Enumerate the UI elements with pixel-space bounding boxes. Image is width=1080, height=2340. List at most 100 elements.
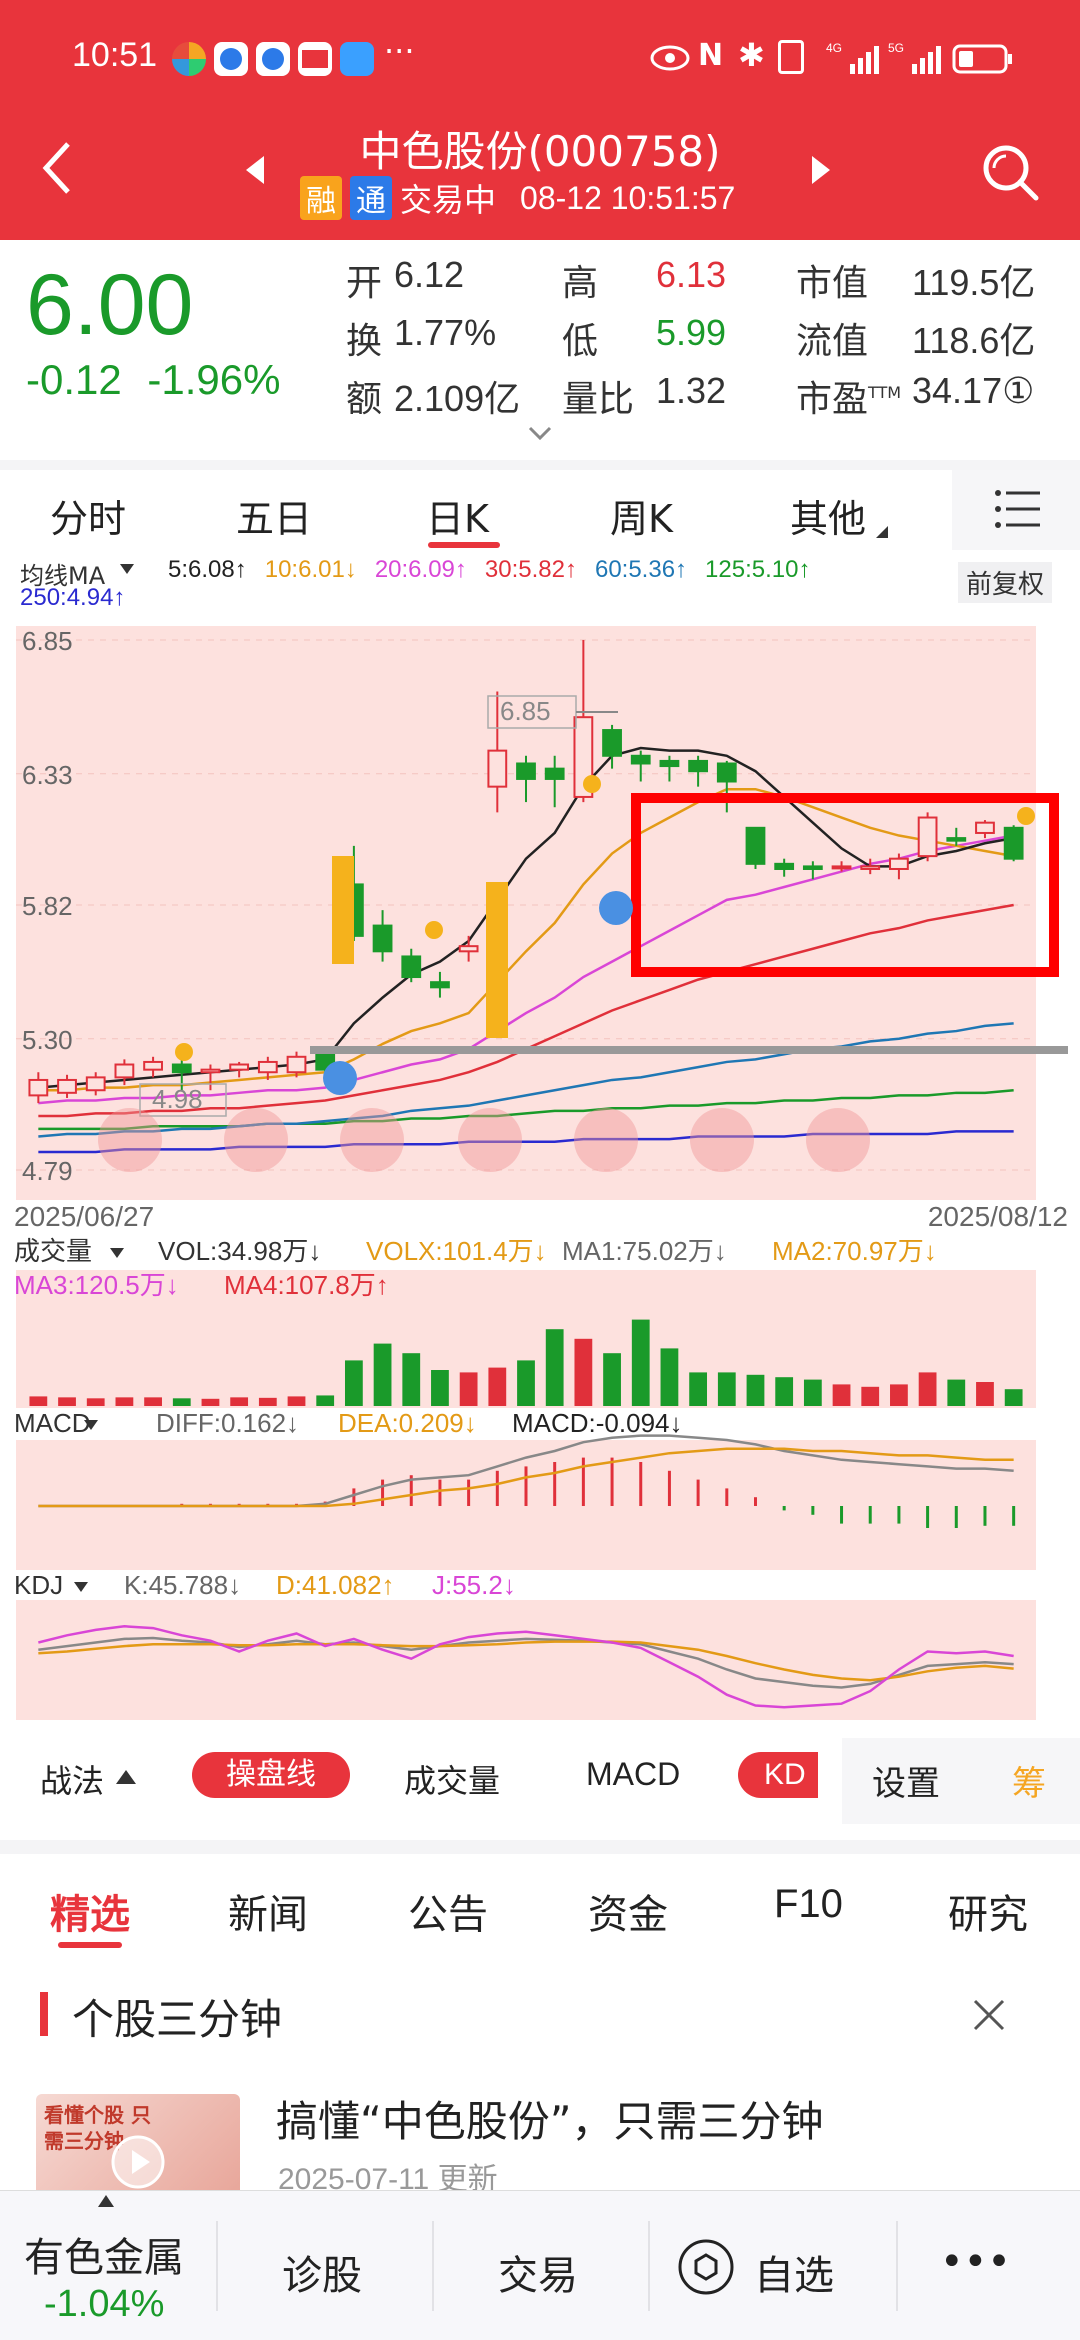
indicator-toolbar: 战法 操盘线 成交量 MACD KD 设置 筹 bbox=[0, 1738, 1080, 1824]
chart-nav-button bbox=[224, 1108, 288, 1172]
tab-news[interactable]: 新闻 bbox=[228, 1892, 308, 1938]
price-tick-label: 4.79 bbox=[22, 1156, 73, 1186]
signal-marker bbox=[599, 891, 633, 925]
tab-five-day[interactable]: 五日 bbox=[236, 497, 313, 541]
operate-line-button[interactable]: 操盘线 bbox=[192, 1752, 350, 1798]
sector-change: -1.04% bbox=[44, 2283, 165, 2325]
kline-svg[interactable]: 6.85 4.98 6.85 6.33 5.82 5.30 4.79 2025/06/27… bbox=[0, 610, 1080, 1730]
search-icon[interactable] bbox=[980, 142, 1040, 202]
candle bbox=[688, 755, 709, 787]
browser-notification-icon-2 bbox=[256, 42, 290, 76]
margin-badge: 融 bbox=[300, 176, 342, 220]
tab-research[interactable]: 研究 bbox=[948, 1892, 1028, 1938]
volume-indicator-button[interactable]: 成交量 bbox=[404, 1762, 501, 1800]
expand-quote-icon[interactable] bbox=[528, 426, 552, 440]
candle bbox=[716, 760, 737, 813]
ma125-legend: 125:5.10↑ bbox=[705, 556, 811, 583]
date-start: 2025/06/27 bbox=[14, 1201, 154, 1232]
change-percent: -1.96% bbox=[147, 356, 281, 403]
max-price-label: 6.85 bbox=[500, 696, 551, 726]
kdj-label[interactable]: KDJ bbox=[14, 1570, 63, 1600]
float-label: 流值 bbox=[796, 321, 869, 362]
breakout-bar bbox=[332, 856, 354, 964]
candle bbox=[602, 724, 622, 769]
date-end: 2025/08/12 bbox=[928, 1201, 1068, 1232]
volume-legend: 成交量 VOL:34.98万↓ VOLX:101.4万↓ MA1:75.02万↓… bbox=[14, 1236, 937, 1300]
volume-dropdown-icon bbox=[110, 1248, 124, 1258]
volume-bar bbox=[1004, 1389, 1023, 1406]
diagnose-button[interactable]: 诊股 bbox=[282, 2253, 362, 2299]
battery-icon bbox=[952, 44, 1012, 74]
tab-weekly-k[interactable]: 周K bbox=[610, 497, 673, 541]
candle-body bbox=[85, 1076, 106, 1092]
price-tick-label: 6.33 bbox=[22, 760, 73, 790]
strategy-button[interactable]: 战法 bbox=[40, 1762, 105, 1800]
news-active-indicator bbox=[58, 1942, 122, 1948]
tab-funds[interactable]: 资金 bbox=[588, 1892, 668, 1938]
prev-stock-icon[interactable] bbox=[246, 156, 264, 184]
chart-nav-button bbox=[458, 1108, 522, 1172]
volume-bar bbox=[631, 1319, 650, 1406]
sector-name[interactable]: 有色金属 bbox=[24, 2235, 184, 2281]
chip-distribution-button[interactable]: 筹 bbox=[1012, 1764, 1046, 1804]
next-stock-icon[interactable] bbox=[812, 156, 830, 184]
candle-body bbox=[544, 767, 565, 780]
candle-body bbox=[286, 1055, 307, 1074]
chart-settings-button[interactable] bbox=[952, 470, 1080, 550]
last-price: 6.00 bbox=[26, 257, 194, 353]
ma-dropdown-icon bbox=[120, 564, 134, 574]
macd-label[interactable]: MACD bbox=[14, 1408, 91, 1438]
ma-legend-label[interactable]: 均线MA bbox=[20, 562, 106, 590]
close-icon[interactable] bbox=[972, 1998, 1006, 2032]
tab-daily-k[interactable]: 日K bbox=[426, 497, 489, 541]
vibrate-icon bbox=[778, 40, 804, 74]
kdj-indicator-button[interactable]: KD bbox=[738, 1752, 818, 1798]
candle-body bbox=[716, 762, 737, 783]
more-menu-icon[interactable]: ••• bbox=[940, 2239, 1011, 2285]
back-arrow-icon[interactable] bbox=[40, 140, 74, 196]
watchlist-icon bbox=[678, 2239, 734, 2295]
candle bbox=[917, 812, 938, 862]
play-icon bbox=[111, 2135, 165, 2189]
watchlist-button[interactable]: 自选 bbox=[754, 2253, 834, 2299]
volume-bar bbox=[775, 1377, 794, 1406]
candle-body bbox=[975, 821, 995, 834]
volume-bar bbox=[861, 1386, 880, 1406]
pe-value[interactable]: 34.17① bbox=[912, 370, 1035, 411]
volume-bar bbox=[603, 1353, 621, 1406]
svg-text:5G: 5G bbox=[888, 41, 904, 55]
bottom-nav: 有色金属 -1.04% 诊股 交易 自选 ••• bbox=[0, 2190, 1080, 2340]
adjust-mode-button[interactable]: 前复权 bbox=[958, 562, 1053, 603]
chart-overlays: 6.85 4.98 bbox=[98, 695, 1068, 1172]
signal-5g-icon: 5G bbox=[888, 41, 941, 74]
mktcap-label: 市值 bbox=[796, 263, 869, 304]
low-label: 低 bbox=[562, 321, 599, 362]
kdj-k: K:45.788↓ bbox=[124, 1570, 241, 1600]
hint-bulb-icon bbox=[583, 775, 601, 793]
candle bbox=[143, 1056, 163, 1078]
macd-indicator-button[interactable]: MACD bbox=[586, 1756, 681, 1792]
tool-right-group: 设置 筹 bbox=[842, 1738, 1080, 1824]
tab-f10[interactable]: F10 bbox=[774, 1882, 843, 1926]
strategy-up-icon bbox=[116, 1770, 136, 1784]
section-accent-bar bbox=[40, 1992, 48, 2036]
trade-button[interactable]: 交易 bbox=[498, 2253, 578, 2299]
candle-body bbox=[372, 924, 393, 953]
pe-label: 市盈TTM bbox=[796, 379, 902, 420]
tab-intraday[interactable]: 分时 bbox=[50, 497, 127, 541]
tab-announcements[interactable]: 公告 bbox=[408, 1892, 488, 1938]
video-headline[interactable]: 搞懂“中色股份”，只需三分钟 bbox=[276, 2097, 824, 2146]
tab-featured[interactable]: 精选 bbox=[50, 1892, 130, 1938]
volume-bar bbox=[373, 1343, 392, 1406]
volume-label[interactable]: 成交量 bbox=[14, 1237, 92, 1267]
candle-body bbox=[831, 865, 852, 870]
video-thumbnail[interactable]: 看懂个股 只需三分钟 bbox=[36, 2094, 240, 2190]
candle bbox=[516, 755, 536, 803]
indicator-settings-button[interactable]: 设置 bbox=[872, 1764, 940, 1804]
candle bbox=[372, 910, 393, 962]
status-time: 10:51 bbox=[72, 36, 158, 74]
tab-other[interactable]: 其他 bbox=[790, 497, 867, 541]
macd-value: MACD:-0.094↓ bbox=[512, 1408, 683, 1438]
trading-state: 交易中 bbox=[400, 181, 497, 219]
volume-bar bbox=[803, 1379, 822, 1406]
